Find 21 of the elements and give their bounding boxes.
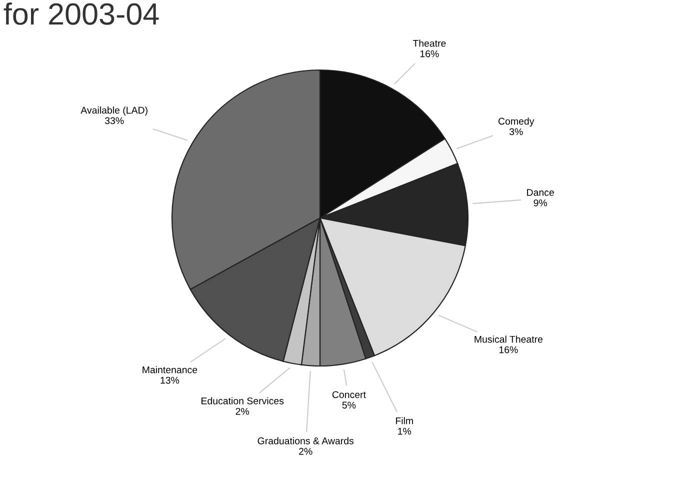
data-label: 1% — [398, 428, 412, 435]
slice-label: Musical Theatre — [474, 336, 543, 343]
slice-label: Concert — [332, 391, 366, 398]
data-label: 2% — [236, 408, 250, 415]
data-label: 33% — [104, 117, 124, 124]
slice-label: Maintenance — [142, 366, 198, 374]
data-label: 16% — [420, 50, 439, 58]
data-label: 5% — [342, 402, 356, 409]
slice-label: Education Services — [202, 397, 284, 404]
data-label: 16% — [499, 346, 518, 354]
data-label: 9% — [534, 199, 548, 206]
slice-label: Graduations & Awards — [258, 437, 354, 444]
slice-label: Theatre — [412, 40, 446, 47]
slice-label: Available (LAD) — [80, 106, 148, 116]
slice-label: Film — [396, 417, 413, 424]
slice-label: Comedy — [498, 118, 534, 127]
data-label: 13% — [160, 376, 180, 384]
data-label: 3% — [509, 128, 523, 136]
slice-label: Dance — [527, 189, 554, 196]
chart-title: for 2003-04 — [4, 2, 159, 25]
data-label: 2% — [299, 448, 312, 455]
